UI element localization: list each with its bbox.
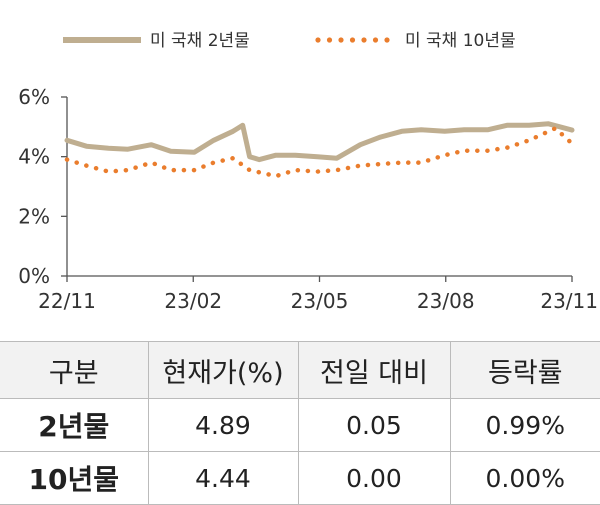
legend-dot [326,37,333,43]
cell-change-10y: 0.00 [297,451,450,505]
y-tick-label: 6% [18,85,50,109]
legend-dot [315,37,321,43]
x-tick-label: 23/08 [417,289,475,313]
x-tick-label: 23/11 [540,289,598,313]
x-tick-label: 22/11 [38,289,96,313]
header-category: 구분 [0,341,148,399]
legend-dot [338,37,344,43]
cell-current-10y: 4.44 [147,451,298,505]
legend-dot [384,37,390,43]
legend-label-10y: 미 국채 10년물 [405,31,516,51]
cell-rate-2y: 0.99% [449,398,600,452]
cell-change-2y: 0.05 [297,398,450,452]
table-row: 2년물 4.89 0.05 0.99% [0,398,600,452]
table-row: 10년물 4.44 0.00 0.00% [0,451,600,505]
y-tick-label: 4% [18,145,50,169]
series-line-2y [64,121,575,163]
table-header-row: 구분 현재가(%) 전일 대비 등락률 [0,341,600,399]
series-line-10y [64,125,575,179]
row-label-10y: 10년물 [0,451,148,505]
yield-table: 구분 현재가(%) 전일 대비 등락률 2년물 4.89 0.05 0.99% … [0,341,600,505]
header-rate: 등락률 [449,341,600,399]
legend-dot [372,37,379,43]
legend-dot [349,37,356,43]
header-current: 현재가(%) [147,341,298,399]
header-change: 전일 대비 [297,341,450,399]
legend-swatch-10y [315,37,390,43]
x-tick-label: 23/05 [291,289,349,313]
legend: 미 국채 2년물 미 국채 10년물 [63,31,516,51]
legend-dot [361,37,367,43]
y-tick-label: 2% [18,204,50,228]
x-ticks: 22/11 23/02 23/05 23/08 23/11 [38,276,598,313]
legend-label-2y: 미 국채 2년물 [150,31,250,51]
x-tick-label: 23/02 [164,289,222,313]
series-layer [64,121,575,179]
y-tick-label: 0% [18,264,50,288]
cell-current-2y: 4.89 [147,398,298,452]
yield-chart: 미 국채 2년물 미 국채 10년물 0% 2% 4% 6% 22/11 23/02 23… [18,31,598,313]
y-ticks: 0% 2% 4% 6% [18,85,67,288]
row-label-2y: 2년물 [0,398,148,452]
cell-rate-10y: 0.00% [449,451,600,505]
